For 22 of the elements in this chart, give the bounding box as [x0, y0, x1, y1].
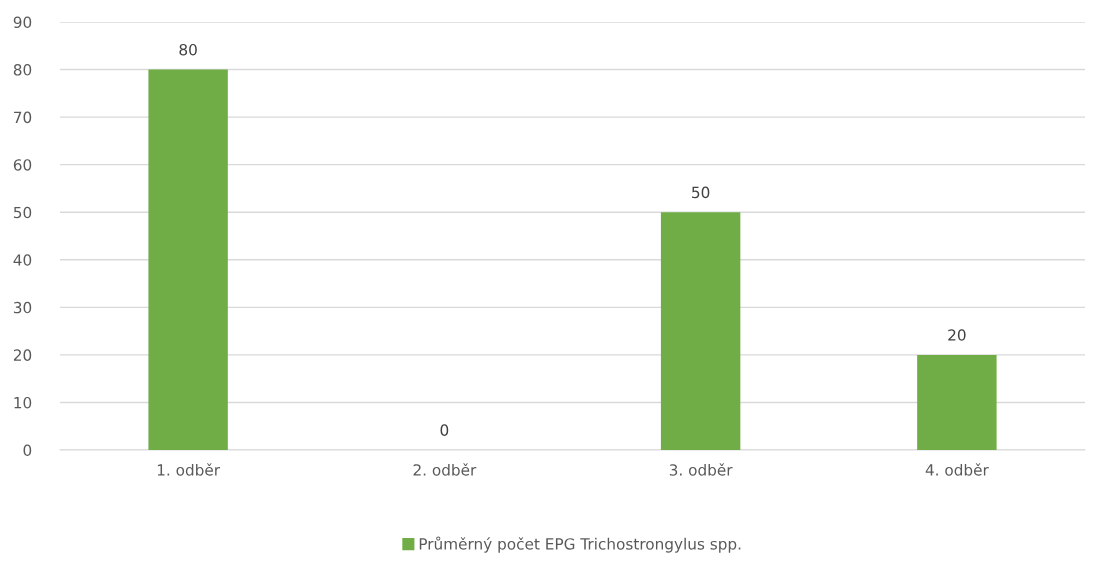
bar [148, 69, 228, 450]
x-tick-label: 4. odběr [925, 463, 989, 476]
data-label: 0 [440, 424, 449, 436]
y-tick-label: 90 [13, 16, 32, 29]
y-tick-label: 10 [14, 396, 32, 409]
bar [917, 354, 997, 450]
x-tick-label: 3. odběr [669, 463, 733, 476]
y-tick-label: 0 [23, 444, 32, 457]
legend-label: Průměrný počet EPG Trichostrongylus spp. [419, 536, 741, 553]
bar [660, 212, 741, 450]
y-tick-label: 20 [13, 349, 32, 361]
y-tick-label: 70 [14, 111, 32, 124]
data-label: 20 [948, 329, 966, 341]
y-tick-label: 40 [13, 254, 32, 266]
y-tick-label: 80 [13, 64, 32, 76]
data-label: 80 [179, 43, 197, 56]
x-tick-label: 1. odběr [157, 463, 221, 476]
y-tick-label: 60 [13, 159, 32, 171]
y-tick-label: 30 [13, 301, 32, 314]
data-label: 50 [692, 186, 710, 199]
x-tick-label: 2. odběr [413, 463, 477, 476]
y-tick-label: 50 [13, 206, 32, 219]
